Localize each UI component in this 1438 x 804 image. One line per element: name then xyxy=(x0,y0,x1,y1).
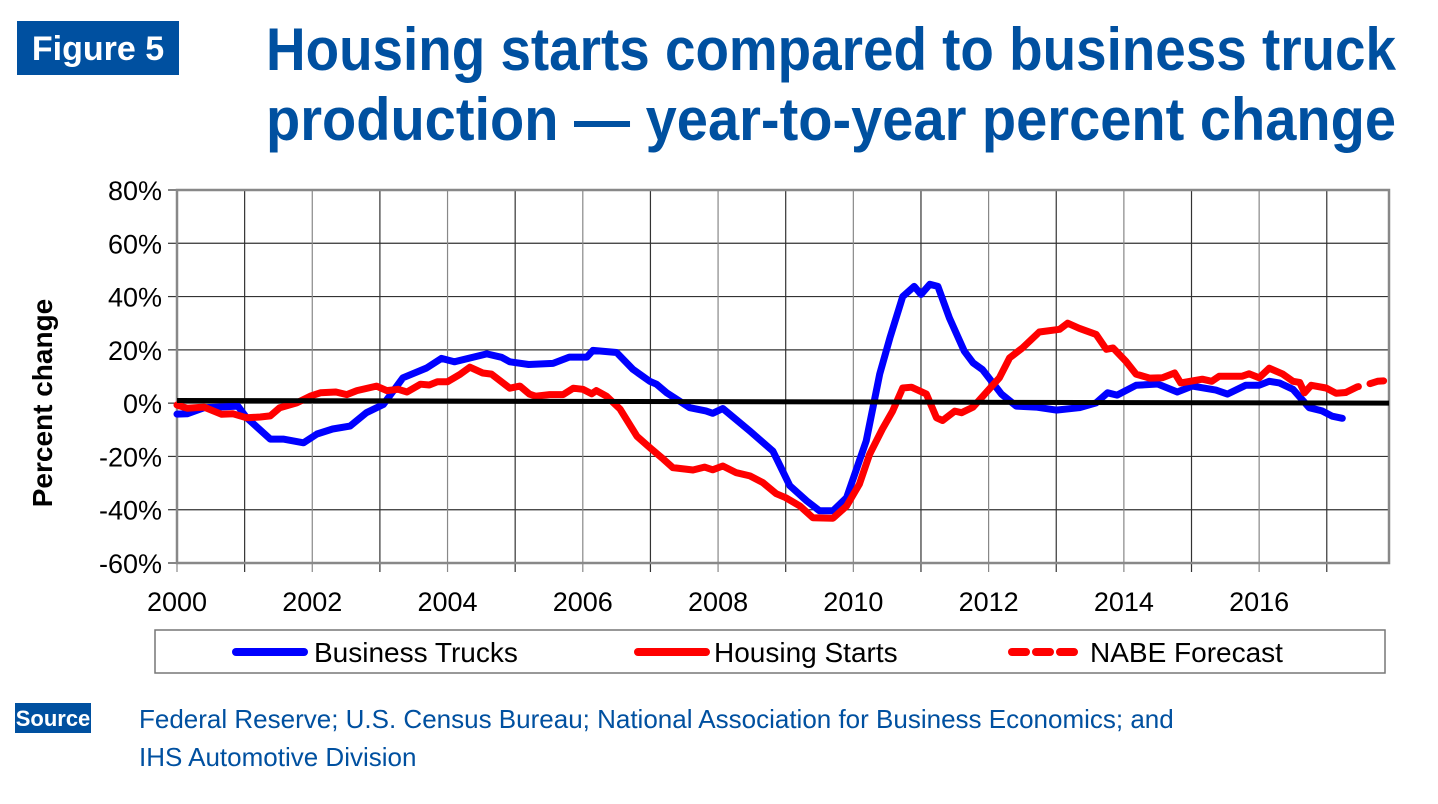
source-label: Source xyxy=(16,706,91,731)
y-tick-label: 0% xyxy=(123,389,162,419)
series-line-business-trucks xyxy=(173,280,1346,515)
source-label-box xyxy=(15,703,91,733)
legend-label-business-trucks: Business Trucks xyxy=(314,637,518,668)
y-tick-label: 60% xyxy=(108,229,162,259)
source-text-line-1: Federal Reserve; U.S. Census Bureau; Nat… xyxy=(139,704,1174,734)
plot-area: 80% 60% 40% 20% 0% -20% -40% -60% 2000 2002 2004 20… xyxy=(99,176,1393,617)
title-line-2: production — year-to-year percent change xyxy=(266,86,1396,153)
legend: Business Trucks Housing Starts NABE Fore… xyxy=(154,629,1386,674)
series-line-nabe-forecast xyxy=(1342,377,1393,396)
series-line-housing-starts xyxy=(173,319,1350,522)
source-text-line-2: IHS Automotive Division xyxy=(139,742,416,772)
y-tick-label: -40% xyxy=(99,496,162,526)
zero-reference-line xyxy=(176,397,1390,406)
x-tick-label: 2002 xyxy=(282,587,342,617)
x-tick-label: 2016 xyxy=(1229,587,1289,617)
plot-frame xyxy=(175,188,1391,565)
x-tick-label: 2004 xyxy=(417,587,477,617)
legend-label-housing-starts: Housing Starts xyxy=(714,637,898,668)
x-tick-label: 2014 xyxy=(1094,587,1154,617)
y-tick-label: -20% xyxy=(99,442,162,472)
x-tick-label: 2012 xyxy=(959,587,1019,617)
x-tick-label: 2008 xyxy=(688,587,748,617)
title-line-1: Housing starts compared to business truc… xyxy=(266,16,1397,83)
x-tick-label: 2006 xyxy=(553,587,613,617)
y-tick-label: 20% xyxy=(108,336,162,366)
y-axis-label: Percent change xyxy=(27,299,58,508)
figure-label-box xyxy=(17,21,179,75)
y-tick-label: 80% xyxy=(108,176,162,206)
y-tick-label: 40% xyxy=(108,283,162,313)
y-tick-label: -60% xyxy=(99,549,162,579)
figure-label: Figure 5 xyxy=(32,30,164,68)
x-tick-label: 2000 xyxy=(147,587,207,617)
legend-box xyxy=(154,629,1386,674)
legend-label-nabe-forecast: NABE Forecast xyxy=(1090,637,1283,668)
x-tick-label: 2010 xyxy=(823,587,883,617)
